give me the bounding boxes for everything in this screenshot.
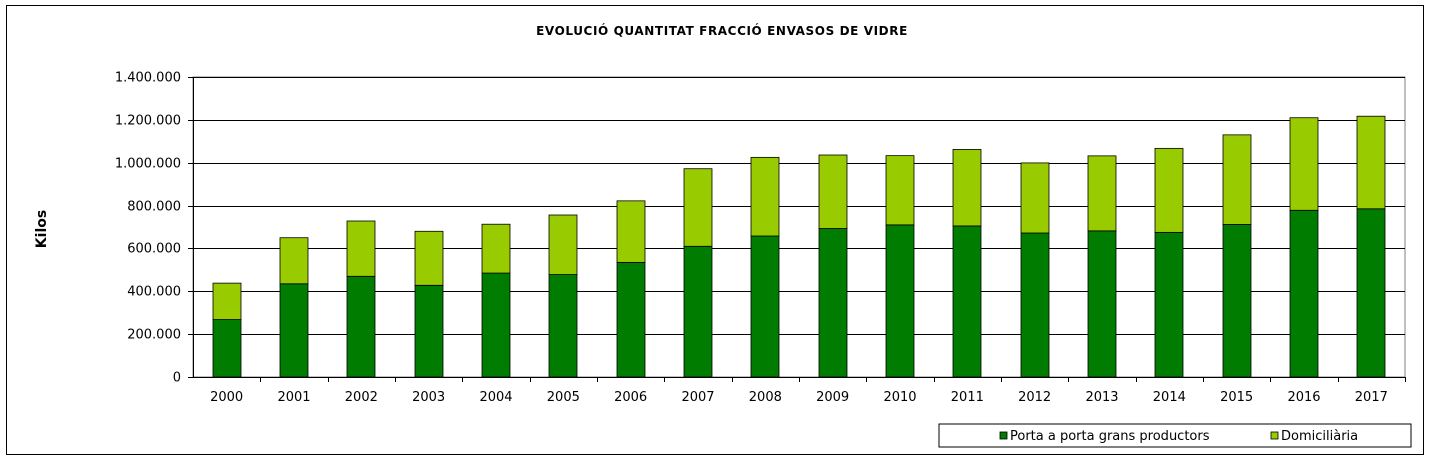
bar-porta-a-porta bbox=[1356, 208, 1386, 378]
x-tick-label: 2014 bbox=[1153, 390, 1186, 405]
x-tick-label: 2016 bbox=[1287, 390, 1320, 405]
bar-porta-a-porta bbox=[346, 275, 376, 378]
bar-porta-a-porta bbox=[279, 283, 309, 378]
bar-domiciliaria bbox=[1222, 134, 1252, 225]
bar-domiciliaria bbox=[212, 282, 242, 320]
x-tick-label: 2010 bbox=[883, 390, 916, 405]
bar-porta-a-porta bbox=[750, 235, 780, 378]
chart-title: EVOLUCIÓ QUANTITAT FRACCIÓ ENVASOS DE VI… bbox=[536, 23, 908, 38]
x-tick-label: 2006 bbox=[614, 390, 647, 405]
bar-domiciliaria bbox=[279, 237, 309, 285]
bar-domiciliaria bbox=[414, 230, 444, 286]
bar-porta-a-porta bbox=[952, 225, 982, 378]
y-tick-label: 1.400.000 bbox=[115, 71, 181, 86]
x-tick-label: 2009 bbox=[816, 390, 849, 405]
x-tick-label: 2003 bbox=[412, 390, 445, 405]
x-tick-label: 2005 bbox=[547, 390, 580, 405]
x-tick-label: 2001 bbox=[277, 390, 310, 405]
bar-porta-a-porta bbox=[1222, 224, 1252, 378]
bar-porta-a-porta bbox=[1087, 230, 1117, 378]
bar-porta-a-porta bbox=[212, 319, 242, 378]
bar-domiciliaria bbox=[1087, 155, 1117, 232]
y-tick-label: 400.000 bbox=[127, 285, 181, 300]
bar-porta-a-porta bbox=[1020, 232, 1050, 378]
y-tick-label: 0 bbox=[173, 371, 181, 386]
legend-swatch bbox=[999, 431, 1008, 440]
x-tick-label: 2013 bbox=[1085, 390, 1118, 405]
x-tick-label: 2015 bbox=[1220, 390, 1253, 405]
bar-domiciliaria bbox=[952, 149, 982, 227]
bar-domiciliaria bbox=[481, 223, 511, 274]
x-tick-label: 2007 bbox=[681, 390, 714, 405]
y-tick-label: 600.000 bbox=[127, 242, 181, 257]
x-tick-label: 2008 bbox=[749, 390, 782, 405]
legend-label: Domiciliària bbox=[1281, 429, 1358, 444]
y-tick-label: 200.000 bbox=[127, 328, 181, 343]
bar-domiciliaria bbox=[1289, 117, 1319, 211]
bar-porta-a-porta bbox=[885, 224, 915, 378]
bar-porta-a-porta bbox=[818, 228, 848, 378]
legend: Porta a porta grans productors Domiciliàr… bbox=[938, 423, 1412, 448]
bar-porta-a-porta bbox=[481, 272, 511, 378]
legend-swatch bbox=[1270, 431, 1279, 440]
x-tick-label: 2004 bbox=[479, 390, 512, 405]
x-tick-label: 2012 bbox=[1018, 390, 1051, 405]
x-tick-label: 2002 bbox=[345, 390, 378, 405]
bar-porta-a-porta bbox=[1289, 209, 1319, 378]
bar-domiciliaria bbox=[1356, 115, 1386, 210]
bar-domiciliaria bbox=[750, 156, 780, 237]
bar-domiciliaria bbox=[548, 214, 578, 275]
bar-porta-a-porta bbox=[683, 245, 713, 378]
plot-background bbox=[192, 76, 1406, 378]
bar-porta-a-porta bbox=[414, 284, 444, 378]
x-tick-label: 2000 bbox=[210, 390, 243, 405]
bar-domiciliaria bbox=[616, 200, 646, 263]
bar-domiciliaria bbox=[818, 154, 848, 229]
bar-domiciliaria bbox=[1154, 147, 1184, 233]
bar-domiciliaria bbox=[1020, 162, 1050, 234]
bar-domiciliaria bbox=[885, 155, 915, 226]
legend-label: Porta a porta grans productors bbox=[1010, 429, 1210, 444]
x-tick-label: 2017 bbox=[1355, 390, 1388, 405]
x-tick-label: 2011 bbox=[951, 390, 984, 405]
bar-domiciliaria bbox=[346, 220, 376, 277]
y-tick-label: 800.000 bbox=[127, 200, 181, 215]
bar-porta-a-porta bbox=[616, 261, 646, 378]
plot-area: 0 200.000 400.000 600.000 800.000 1.000.000 1.… bbox=[115, 71, 1406, 405]
bar-porta-a-porta bbox=[1154, 231, 1184, 378]
bar-domiciliaria bbox=[683, 168, 713, 247]
y-tick-label: 1.200.000 bbox=[115, 114, 181, 129]
y-tick-label: 1.000.000 bbox=[115, 157, 181, 172]
y-axis-label: Kilos bbox=[34, 210, 50, 248]
legend-box bbox=[938, 423, 1412, 448]
bar-porta-a-porta bbox=[548, 274, 578, 378]
